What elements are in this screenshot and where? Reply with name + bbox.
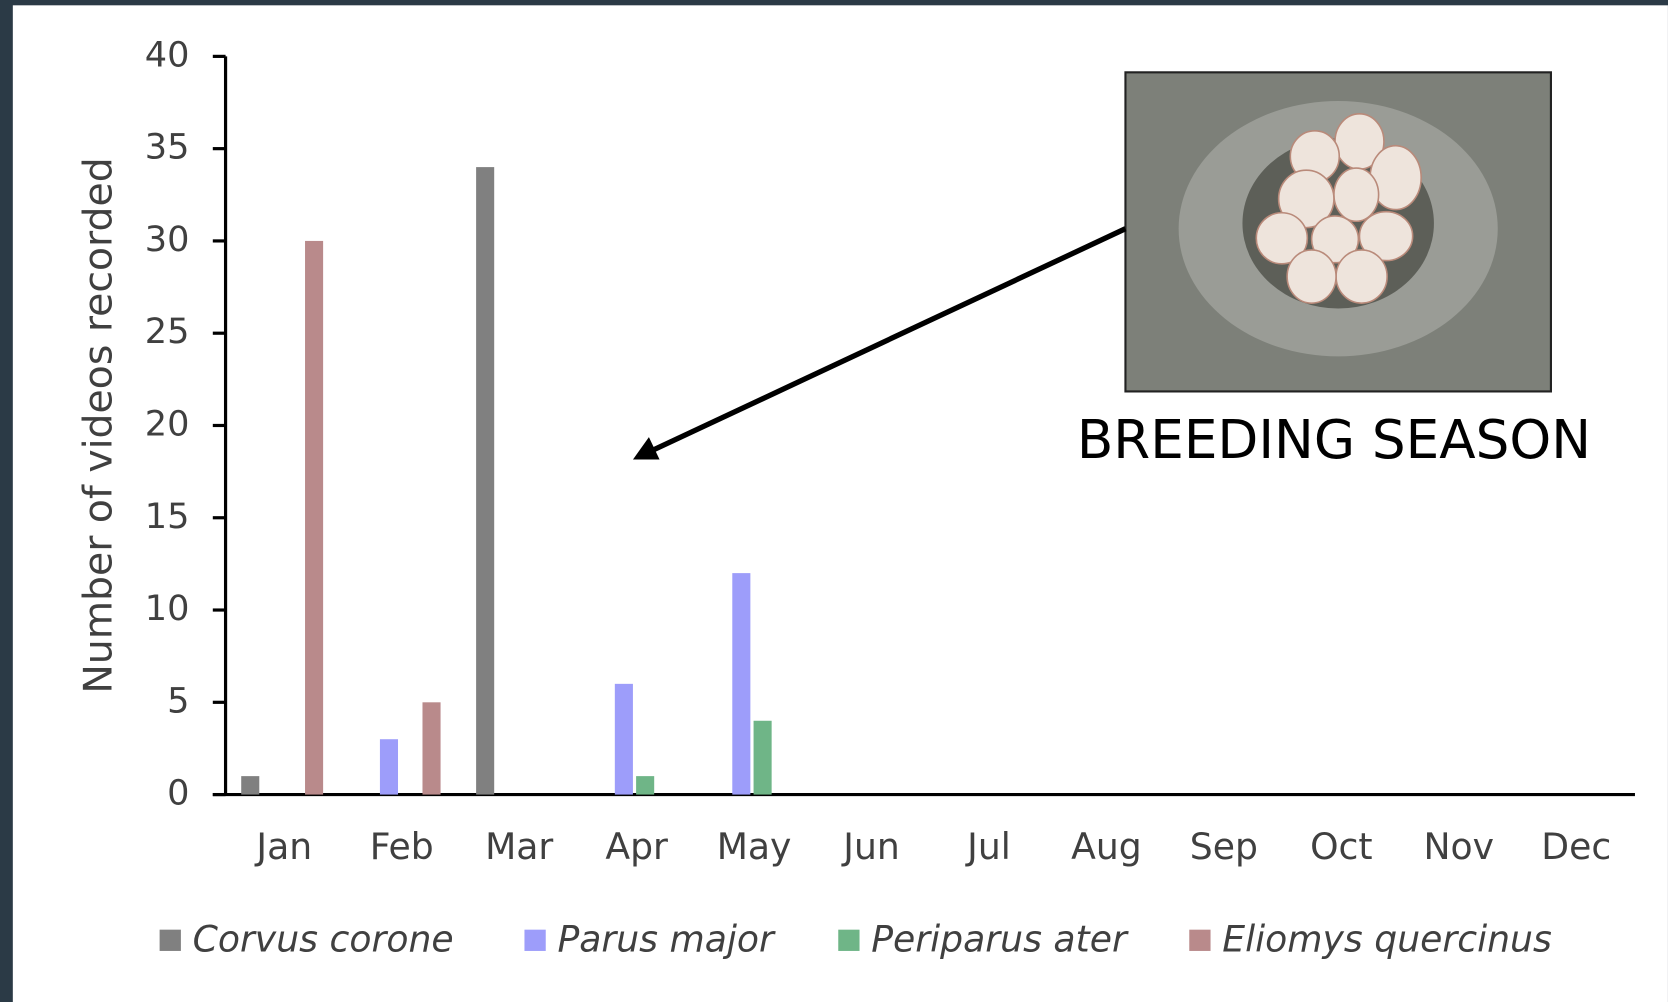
bar — [422, 702, 440, 794]
page: {"chart_data": {"type": "bar", "ylabel":… — [0, 0, 1668, 1002]
x-tick-label: Mar — [485, 825, 553, 868]
legend-swatch — [1189, 930, 1210, 951]
legend-label: Periparus ater — [871, 917, 1129, 960]
legend-swatch — [524, 930, 545, 951]
y-tick-label: 35 — [145, 127, 190, 168]
bar — [380, 739, 398, 794]
chart: BREEDING SEASON Number of videos recorde… — [0, 0, 1668, 1002]
y-axis-title: Number of videos recorded — [76, 157, 122, 693]
bar — [241, 776, 259, 794]
x-tick-label: Apr — [605, 825, 668, 868]
x-tick-label: Feb — [370, 825, 434, 868]
x-tick-label: Jan — [254, 825, 312, 868]
legend-label: Eliomys quercinus — [1222, 917, 1552, 960]
legend-swatch — [160, 930, 181, 951]
bar — [732, 573, 750, 794]
x-tick-label: Sep — [1190, 825, 1258, 868]
bar — [305, 241, 323, 795]
x-tick-label: Dec — [1541, 825, 1611, 868]
x-tick-label: Oct — [1310, 825, 1373, 868]
x-tick-label: Nov — [1423, 825, 1494, 868]
y-tick-label: 15 — [145, 496, 190, 537]
annotation: BREEDING SEASON — [1077, 409, 1591, 471]
x-tick-label: Aug — [1071, 825, 1142, 868]
legend-label: Corvus corone — [193, 917, 454, 960]
x-tick-label: Jul — [965, 825, 1011, 868]
y-tick-label: 0 — [167, 773, 189, 814]
y-tick-label: 40 — [145, 34, 190, 75]
x-tick-label: May — [717, 825, 792, 868]
legend-label: Parus major — [557, 917, 776, 960]
y-tick-label: 10 — [145, 588, 190, 629]
y-tick-label: 20 — [145, 403, 190, 444]
bar — [754, 721, 772, 795]
y-tick-label: 30 — [145, 219, 190, 260]
y-tick-label: 25 — [145, 311, 190, 352]
y-tick-label: 5 — [167, 680, 189, 721]
bar — [476, 167, 494, 794]
x-tick-label: Jun — [841, 825, 900, 868]
bar — [615, 684, 633, 795]
bar — [636, 776, 654, 794]
legend-swatch — [838, 930, 859, 951]
photo — [1125, 72, 1550, 391]
